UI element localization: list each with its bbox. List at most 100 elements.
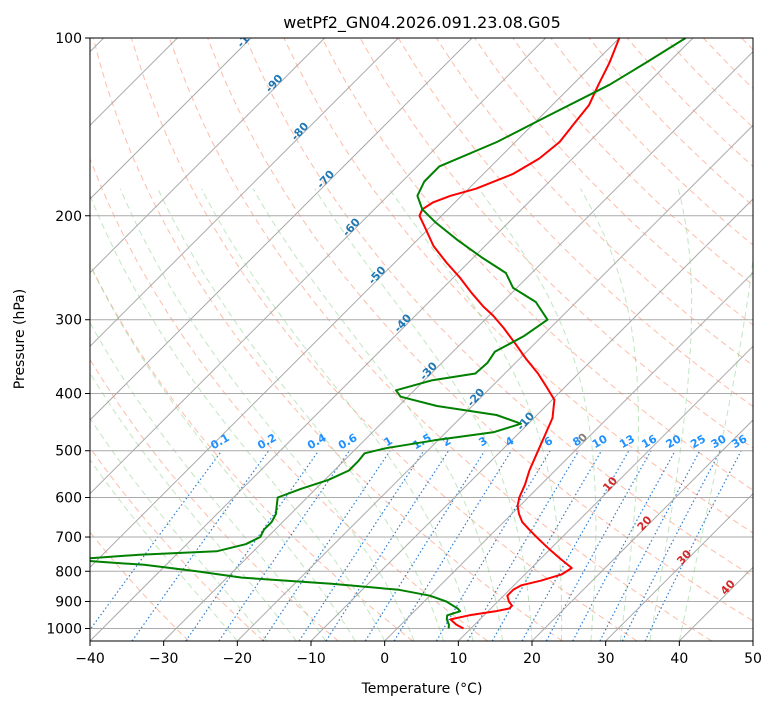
y-axis: 100 200 300 400 500 600 700 800 900 1000	[46, 31, 90, 637]
x-tick-label: −20	[223, 651, 253, 667]
mixing-ratio-line	[298, 450, 425, 641]
dry-adiabat	[702, 38, 753, 90]
isotherm-label: 20	[635, 513, 655, 533]
dry-adiabat	[90, 446, 264, 641]
isotherm-label: -60	[340, 215, 363, 239]
y-tick-label: 600	[55, 490, 82, 506]
mixing-ratio-line	[644, 450, 742, 641]
y-tick-label: 1000	[46, 621, 82, 637]
isotherm-label: 10	[600, 474, 620, 494]
mixing-ratio-line	[545, 450, 652, 641]
isotherm	[605, 492, 753, 641]
mixing-ratio-label: 0.1	[208, 431, 231, 452]
isotherm	[163, 50, 753, 641]
dry-adiabat	[283, 38, 753, 534]
x-tick-label: 40	[670, 651, 688, 667]
mixing-ratio-label: 10	[590, 432, 610, 451]
isotherm	[90, 38, 547, 495]
isotherm	[457, 345, 753, 641]
dry-adiabat	[169, 38, 712, 641]
moist-adiabat	[649, 188, 693, 641]
moist-adiabat	[90, 321, 327, 641]
mixing-ratio-line	[621, 450, 721, 641]
moist-adiabat	[119, 188, 415, 641]
mixing-ratio-label: 13	[617, 432, 637, 451]
y-tick-label: 900	[55, 594, 82, 610]
x-tick-label: 30	[597, 651, 615, 667]
dry-adiabat	[474, 38, 753, 326]
mixing-ratio-label: 25	[688, 432, 708, 451]
y-tick-label: 700	[55, 530, 82, 546]
temperature-profile	[418, 38, 621, 630]
background-lines	[90, 38, 753, 641]
moist-adiabat	[90, 417, 268, 641]
y-tick-label: 500	[55, 444, 82, 460]
x-axis-label: Temperature (°C)	[361, 681, 483, 697]
dry-adiabat	[92, 38, 563, 641]
y-tick-label: 100	[55, 31, 82, 47]
isotherm-label: -20	[464, 386, 487, 410]
isotherm	[531, 419, 753, 641]
isotherm	[90, 38, 620, 569]
dry-adiabat	[207, 38, 753, 622]
moist-adiabat	[314, 188, 533, 641]
moist-adiabat	[388, 188, 563, 641]
mixing-ratio-label: 16	[639, 432, 659, 451]
plot-frame	[89, 37, 754, 642]
moist-adiabat	[580, 188, 639, 641]
isotherm-label: -90	[263, 72, 286, 96]
mixing-ratio-label: 2	[440, 434, 453, 449]
y-axis-label: Pressure (hPa)	[12, 289, 28, 389]
x-tick-label: 20	[523, 651, 541, 667]
isotherm-label: -70	[314, 167, 337, 191]
y-tick-label: 400	[55, 387, 82, 403]
isotherm	[752, 640, 753, 641]
moist-adiabat	[478, 188, 597, 641]
y-tick-label: 300	[55, 313, 82, 329]
dry-adiabat	[435, 38, 753, 367]
dry-adiabat	[512, 38, 753, 286]
isotherm-label: 40	[718, 577, 738, 597]
mixing-ratio-line	[325, 450, 450, 641]
dewpoint-profile	[90, 38, 687, 629]
y-tick-label: 200	[55, 209, 82, 225]
isotherm	[90, 38, 326, 274]
isotherm-label: -50	[366, 263, 389, 287]
isotherm	[90, 38, 252, 200]
dry-adiabat	[130, 38, 638, 641]
isotherm-label: -10	[514, 409, 537, 433]
dry-adiabat	[90, 157, 488, 641]
x-tick-label: 50	[744, 651, 762, 667]
isotherm-label: 30	[674, 547, 694, 567]
isotherm	[90, 38, 694, 641]
isotherm	[236, 124, 753, 641]
mixing-ratio-line	[262, 450, 391, 641]
mixing-ratio-label: 36	[730, 432, 750, 451]
x-axis: −40 −30 −20 −10 0 10 20 30 40 50	[75, 641, 762, 667]
moist-adiabat	[90, 194, 386, 641]
isotherm-label: -80	[288, 120, 311, 144]
mixing-ratio-label: 3	[476, 434, 489, 449]
mixing-ratio-line	[218, 450, 350, 641]
mixing-ratio-line	[185, 450, 320, 641]
moist-adiabat	[678, 255, 753, 641]
mixing-ratio-line	[393, 450, 512, 641]
moist-adiabat	[252, 188, 503, 641]
pressure-gridlines	[90, 38, 753, 629]
moist-adiabat	[90, 263, 356, 641]
profile-traces	[90, 38, 687, 630]
x-tick-label: 0	[380, 651, 389, 667]
mixing-ratio-line	[90, 450, 223, 631]
isotherm	[90, 38, 473, 421]
isotherm	[90, 38, 399, 348]
contour-labels: 0.1 0.2 0.4 0.6 1 1.5 2 3 4 6 8 10 13 16 20 25 30 36-100-…	[208, 38, 750, 598]
mixing-ratio-line	[572, 450, 676, 641]
dry-adiabat	[90, 358, 339, 641]
x-tick-label: 10	[449, 651, 467, 667]
moist-adiabat	[90, 458, 238, 641]
chart-title: wetPf2_GN04.2026.091.23.08.G05	[283, 13, 561, 33]
mixing-ratio-line	[364, 450, 486, 641]
moist-adiabat	[201, 188, 474, 641]
isotherm-label: -40	[391, 311, 414, 335]
